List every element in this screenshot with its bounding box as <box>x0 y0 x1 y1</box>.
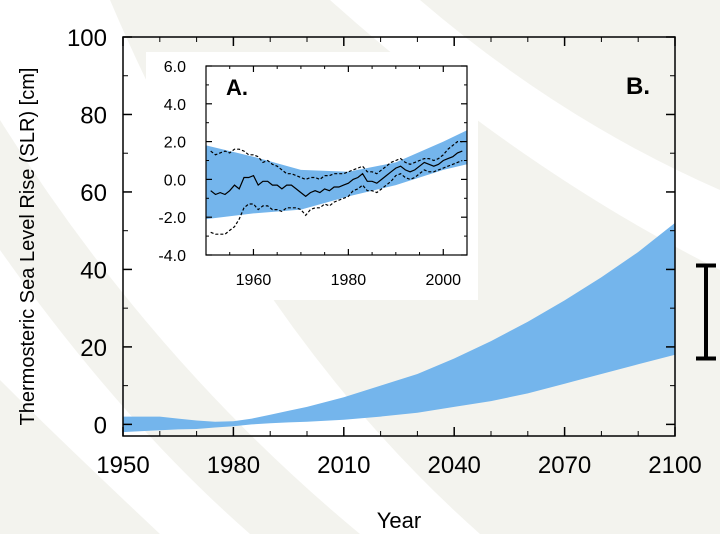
y-tick-label: 100 <box>67 25 107 52</box>
inset-y-tick-label: 6.0 <box>164 59 186 76</box>
x-axis-ticks: 1950 1980 2010 2040 2070 2100 <box>96 37 702 479</box>
x-tick-label: 1950 <box>96 452 149 479</box>
background-arc <box>0 250 250 534</box>
inset-y-tick-label: 2.0 <box>164 135 186 152</box>
x-tick-label: 2040 <box>428 452 481 479</box>
y-tick-label: 40 <box>80 257 107 284</box>
inset-plot: 1960 1980 2000 6.0 4.0 2.0 0.0 -2.0 -4.0 A. <box>146 52 478 300</box>
uncertainty-error-bar <box>696 263 716 361</box>
x-tick-label: 1980 <box>207 452 260 479</box>
y-tick-label: 20 <box>80 335 107 362</box>
inset-dashed-line <box>210 141 463 181</box>
inset-y-tick-label: 4.0 <box>164 97 186 114</box>
inset-dashed-line <box>210 159 463 235</box>
x-tick-label: 2100 <box>648 452 701 479</box>
y-tick-label: 80 <box>80 102 107 129</box>
main-plot-frame <box>122 36 676 437</box>
inset-y-tick-label: -2.0 <box>158 210 186 227</box>
y-tick-label: 60 <box>80 180 107 207</box>
inset-y-tick-label: -4.0 <box>158 248 186 265</box>
inset-series <box>210 141 463 235</box>
y-axis-title: Thermosteric Sea Level Rise (SLR) [cm] <box>17 68 39 426</box>
inset-x-tick-label: 1980 <box>331 272 367 289</box>
x-tick-label: 2010 <box>317 452 370 479</box>
y-tick-label: 0 <box>94 412 107 439</box>
inset-x-tick-label: 2000 <box>425 272 461 289</box>
inset-range-band <box>206 130 467 220</box>
x-tick-label: 2070 <box>538 452 591 479</box>
inset-x-tick-label: 1960 <box>236 272 272 289</box>
panel-label-a: A. <box>226 75 248 100</box>
y-axis-ticks: 0 20 40 60 80 100 <box>67 25 675 439</box>
inset-y-tick-label: 0.0 <box>164 172 186 189</box>
inset-solid-line <box>210 150 463 198</box>
panel-label-b: B. <box>626 73 650 100</box>
x-axis-title: Year <box>377 508 421 533</box>
inset-y-axis-ticks: 6.0 4.0 2.0 0.0 -2.0 -4.0 <box>158 59 467 265</box>
projection-range-band <box>123 222 675 433</box>
